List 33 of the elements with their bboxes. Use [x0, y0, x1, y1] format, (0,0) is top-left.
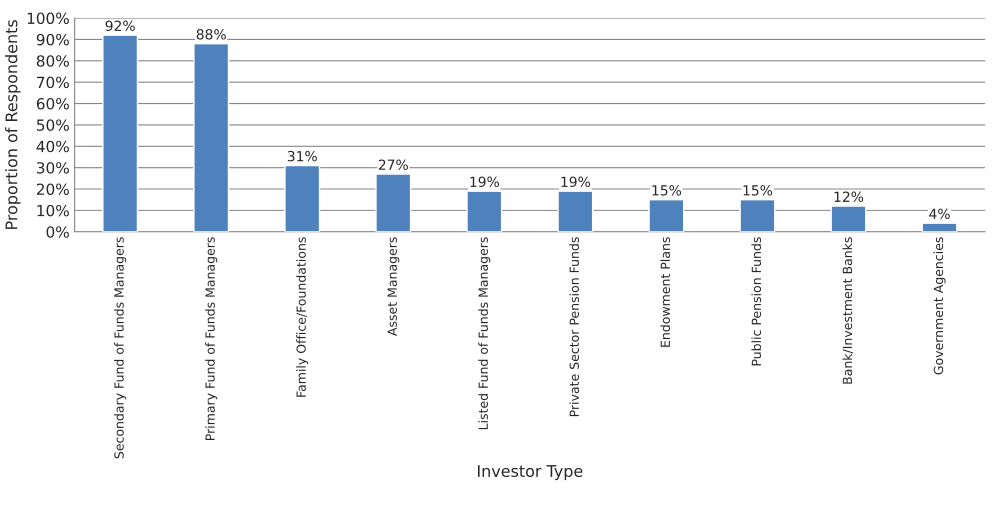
- y-tick-label: 40%: [36, 140, 69, 152]
- y-tick-label: 0%: [46, 226, 69, 238]
- y-tick-label: 30%: [36, 162, 69, 174]
- data-label: 15%: [744, 185, 772, 196]
- x-tick-label: Family Office/Foundations: [296, 237, 308, 397]
- y-tick-label: 80%: [36, 55, 69, 67]
- data-label: 31%: [288, 150, 317, 162]
- x-tick-label: Bank/Investment Banks: [842, 237, 854, 384]
- x-tick-label: Public Pension Funds: [751, 237, 762, 366]
- y-tick-label: 20%: [36, 183, 69, 196]
- x-tick-label: Primary Fund of Funds Managers: [205, 237, 218, 440]
- data-label: 12%: [834, 192, 864, 202]
- x-tick-label: Secondary Fund of Funds Managers: [114, 237, 126, 458]
- x-tick-label: Listed Fund of Funds Managers: [478, 237, 490, 430]
- data-label: 19%: [561, 176, 590, 188]
- y-tick-label: 60%: [36, 98, 69, 110]
- y-tick-label: 50%: [36, 119, 69, 131]
- y-tick-label: 10%: [37, 204, 69, 216]
- data-label: 88%: [196, 29, 226, 40]
- data-label: 15%: [652, 185, 682, 196]
- data-label: 4%: [929, 208, 950, 220]
- x-tick-label: Government Agencies: [933, 237, 946, 374]
- y-tick-label: 90%: [36, 34, 69, 46]
- data-label: 27%: [378, 159, 408, 170]
- x-tick-label: Asset Managers: [388, 237, 400, 336]
- y-axis-title: Proportion of Respondents: [5, 20, 21, 229]
- x-axis-title: Investor Type: [478, 465, 582, 480]
- data-label: 92%: [106, 20, 135, 32]
- data-label: 19%: [470, 176, 499, 188]
- y-tick-label: 70%: [37, 76, 69, 88]
- x-tick-label: Endowment Plans: [660, 237, 670, 347]
- x-tick-label: Private Sector Pension Funds: [569, 237, 579, 416]
- y-tick-label: 100%: [28, 12, 69, 24]
